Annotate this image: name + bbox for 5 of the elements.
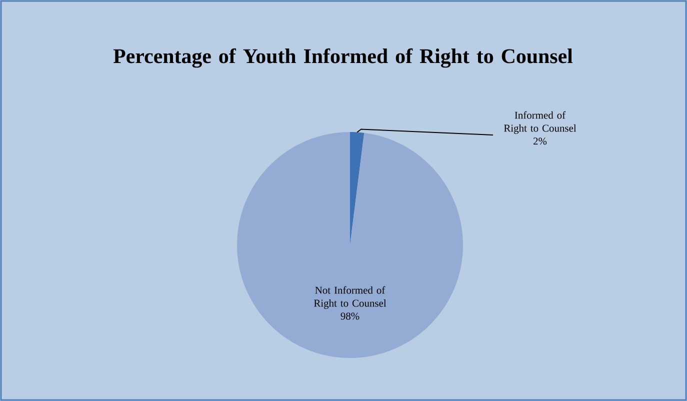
data-label: 98% [340,312,360,320]
slice-label: Not Informed of Right to Counsel [314,286,386,309]
chart-title: Percentage of Youth Informed of Right to Counsel [113,48,573,68]
slice-label: Informed of Right to Counsel [504,111,576,134]
data-label: 2% [533,138,547,145]
